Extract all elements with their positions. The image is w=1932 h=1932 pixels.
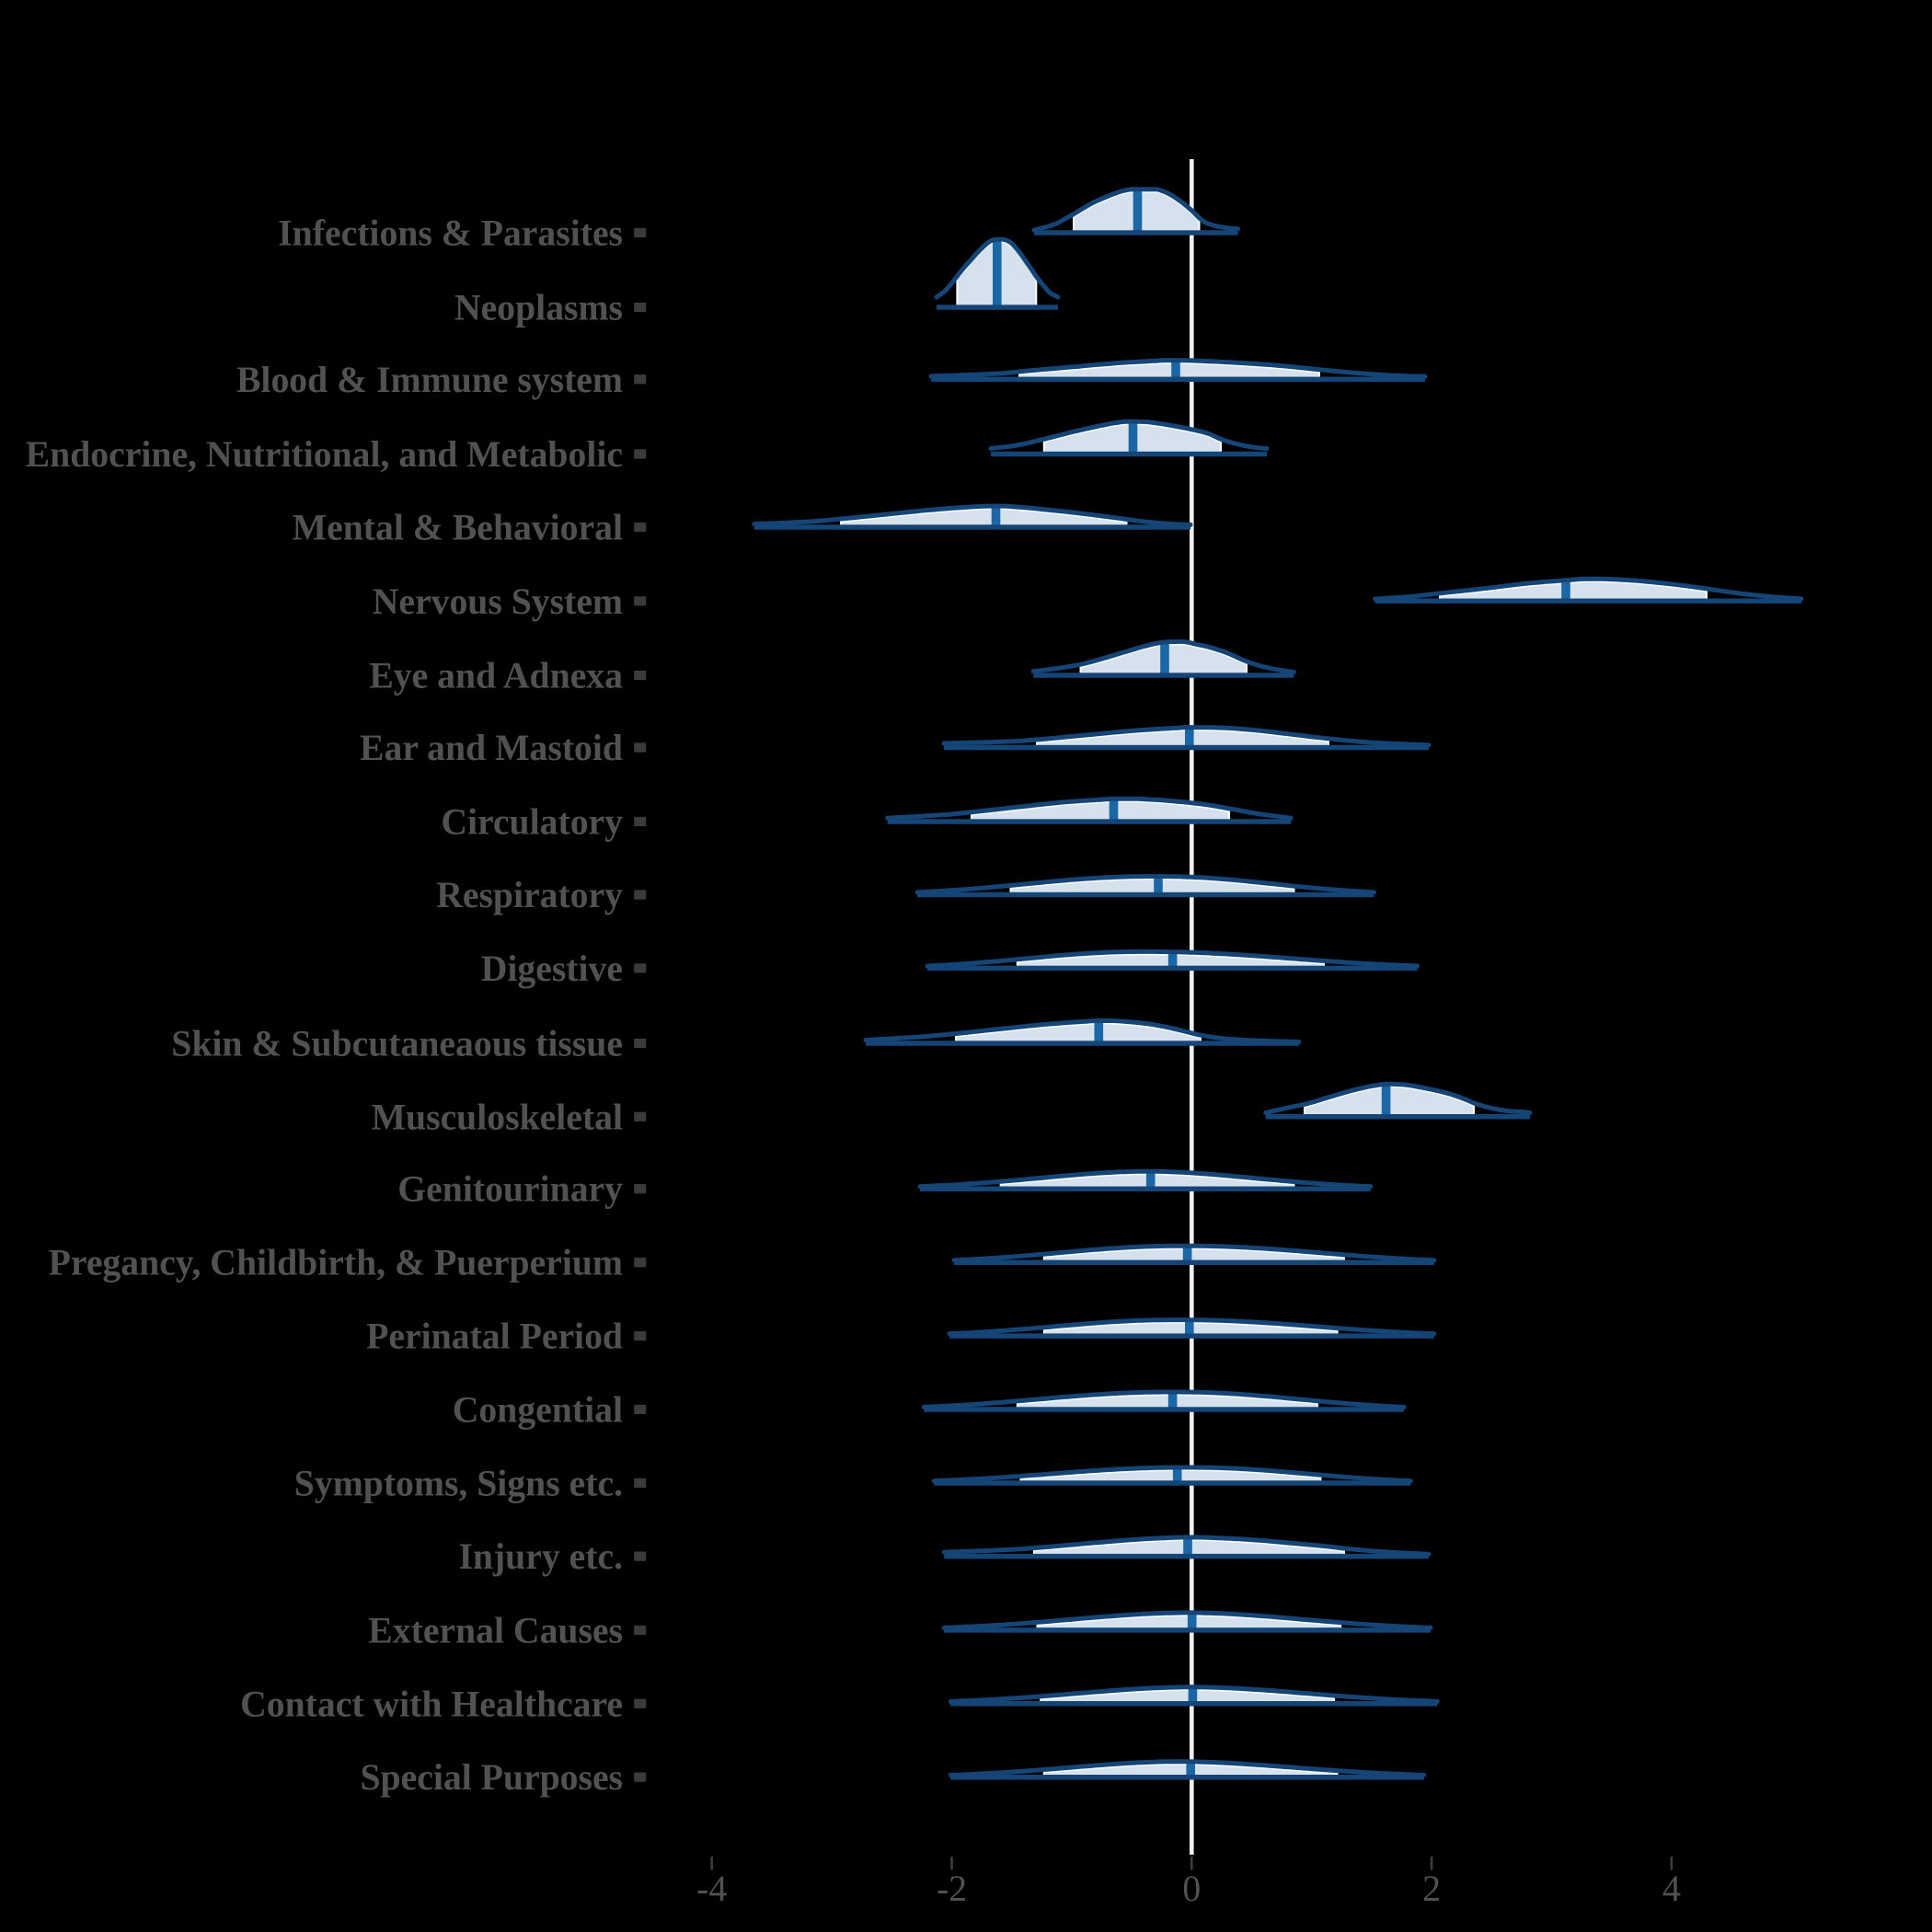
svg-text:Eye and Adnexa: Eye and Adnexa <box>369 656 623 696</box>
svg-text:Blood & Immune system: Blood & Immune system <box>236 360 623 400</box>
svg-text:Circulatory: Circulatory <box>441 802 623 843</box>
svg-text:Injury etc.: Injury etc. <box>458 1536 623 1577</box>
svg-text:2: 2 <box>1422 1868 1441 1909</box>
svg-text:Infections & Parasites: Infections & Parasites <box>278 213 623 254</box>
svg-text:Contact with Healthcare: Contact with Healthcare <box>240 1684 623 1724</box>
svg-text:Ear and Mastoid: Ear and Mastoid <box>360 728 623 768</box>
svg-text:Skin & Subcutaneaous tissue: Skin & Subcutaneaous tissue <box>171 1024 623 1064</box>
svg-text:Endocrine, Nutritional, and Me: Endocrine, Nutritional, and Metabolic <box>26 434 623 475</box>
svg-text:Symptoms, Signs etc.: Symptoms, Signs etc. <box>294 1464 623 1504</box>
svg-text:Special Purposes: Special Purposes <box>360 1757 623 1798</box>
svg-text:Neoplasms: Neoplasms <box>454 288 623 328</box>
svg-text:-4: -4 <box>696 1868 727 1909</box>
svg-text:Musculoskeletal: Musculoskeletal <box>372 1097 623 1137</box>
svg-text:-2: -2 <box>937 1868 967 1909</box>
svg-text:4: 4 <box>1662 1868 1681 1909</box>
svg-text:Genitourinary: Genitourinary <box>397 1169 623 1210</box>
svg-text:Nervous System: Nervous System <box>373 581 623 622</box>
svg-text:Perinatal Period: Perinatal Period <box>366 1317 623 1357</box>
svg-text:Digestive: Digestive <box>481 949 623 989</box>
svg-text:Respiratory: Respiratory <box>436 875 623 915</box>
svg-text:0: 0 <box>1182 1868 1201 1909</box>
svg-text:External Causes: External Causes <box>368 1610 623 1650</box>
svg-text:Pregancy, Childbirth, & Puerpe: Pregancy, Childbirth, & Puerperium <box>49 1243 623 1283</box>
svg-text:Congential: Congential <box>453 1390 623 1431</box>
svg-text:Mental & Behavioral: Mental & Behavioral <box>293 508 623 548</box>
